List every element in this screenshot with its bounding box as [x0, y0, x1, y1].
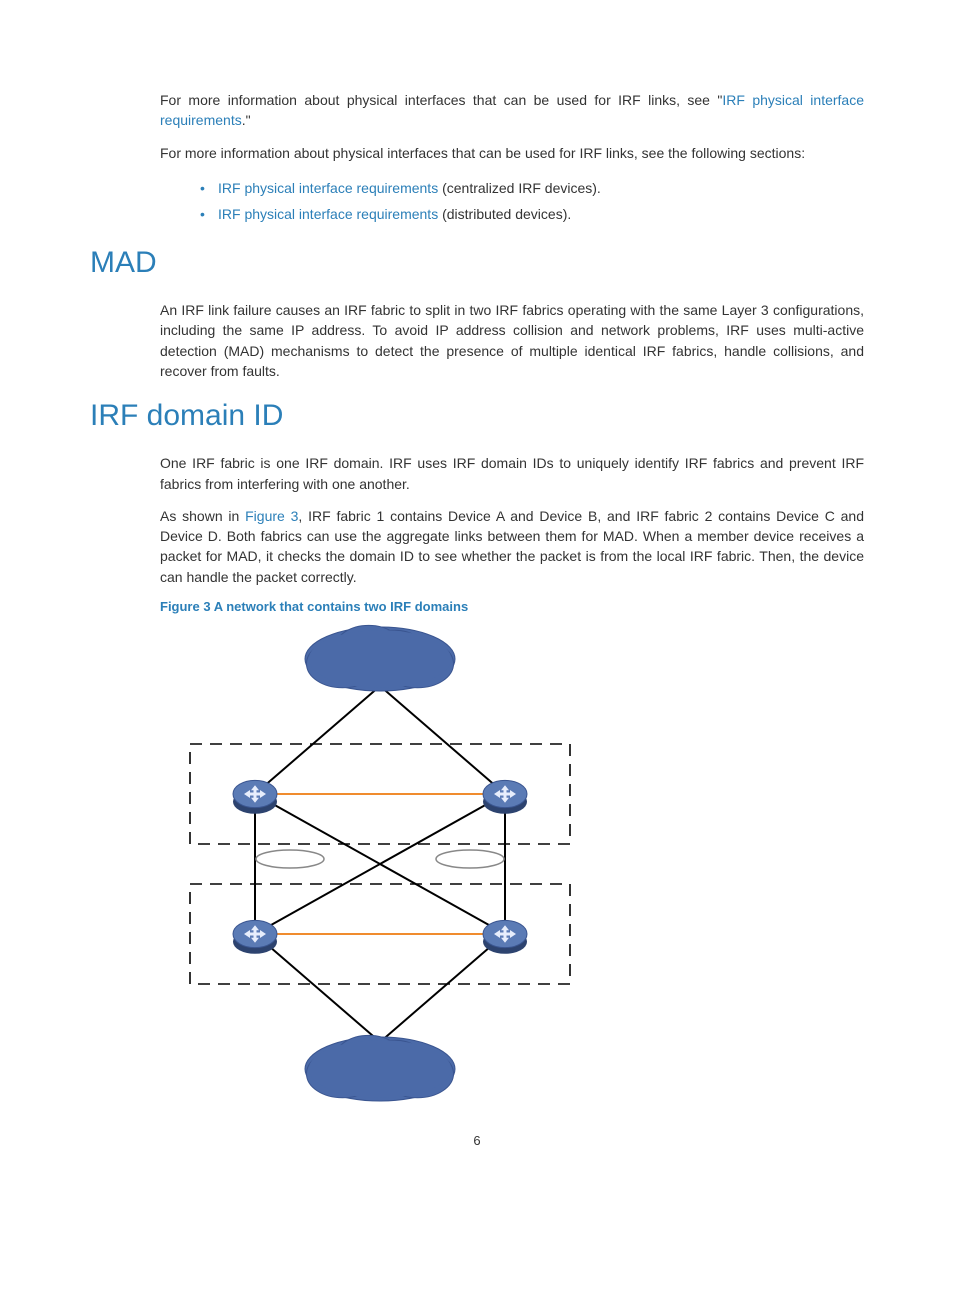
domain-para-2: As shown in Figure 3, IRF fabric 1 conta…	[90, 506, 864, 587]
figure-3	[90, 624, 864, 1109]
page-number: 6	[90, 1133, 864, 1148]
bullet-item: IRF physical interface requirements (cen…	[200, 175, 864, 202]
domain-para-1: One IRF fabric is one IRF domain. IRF us…	[90, 453, 864, 494]
text: (centralized IRF devices).	[438, 180, 601, 196]
link-figure-3[interactable]: Figure 3	[245, 508, 298, 524]
heading-irf-domain: IRF domain ID	[90, 399, 864, 433]
link-irf-distributed[interactable]: IRF physical interface requirements	[218, 206, 438, 222]
text: For more information about physical inte…	[160, 92, 722, 108]
text: (distributed devices).	[438, 206, 571, 222]
bullet-item: IRF physical interface requirements (dis…	[200, 201, 864, 228]
intro-para-2: For more information about physical inte…	[90, 143, 864, 163]
network-diagram	[160, 624, 600, 1104]
figure-caption: Figure 3 A network that contains two IRF…	[90, 599, 864, 614]
link-irf-centralized[interactable]: IRF physical interface requirements	[218, 180, 438, 196]
text: ."	[242, 112, 251, 128]
bullet-list: IRF physical interface requirements (cen…	[90, 175, 864, 228]
heading-mad: MAD	[90, 246, 864, 280]
mad-para: An IRF link failure causes an IRF fabric…	[90, 300, 864, 381]
page: For more information about physical inte…	[0, 0, 954, 1198]
intro-para-1: For more information about physical inte…	[90, 90, 864, 131]
text: As shown in	[160, 508, 245, 524]
